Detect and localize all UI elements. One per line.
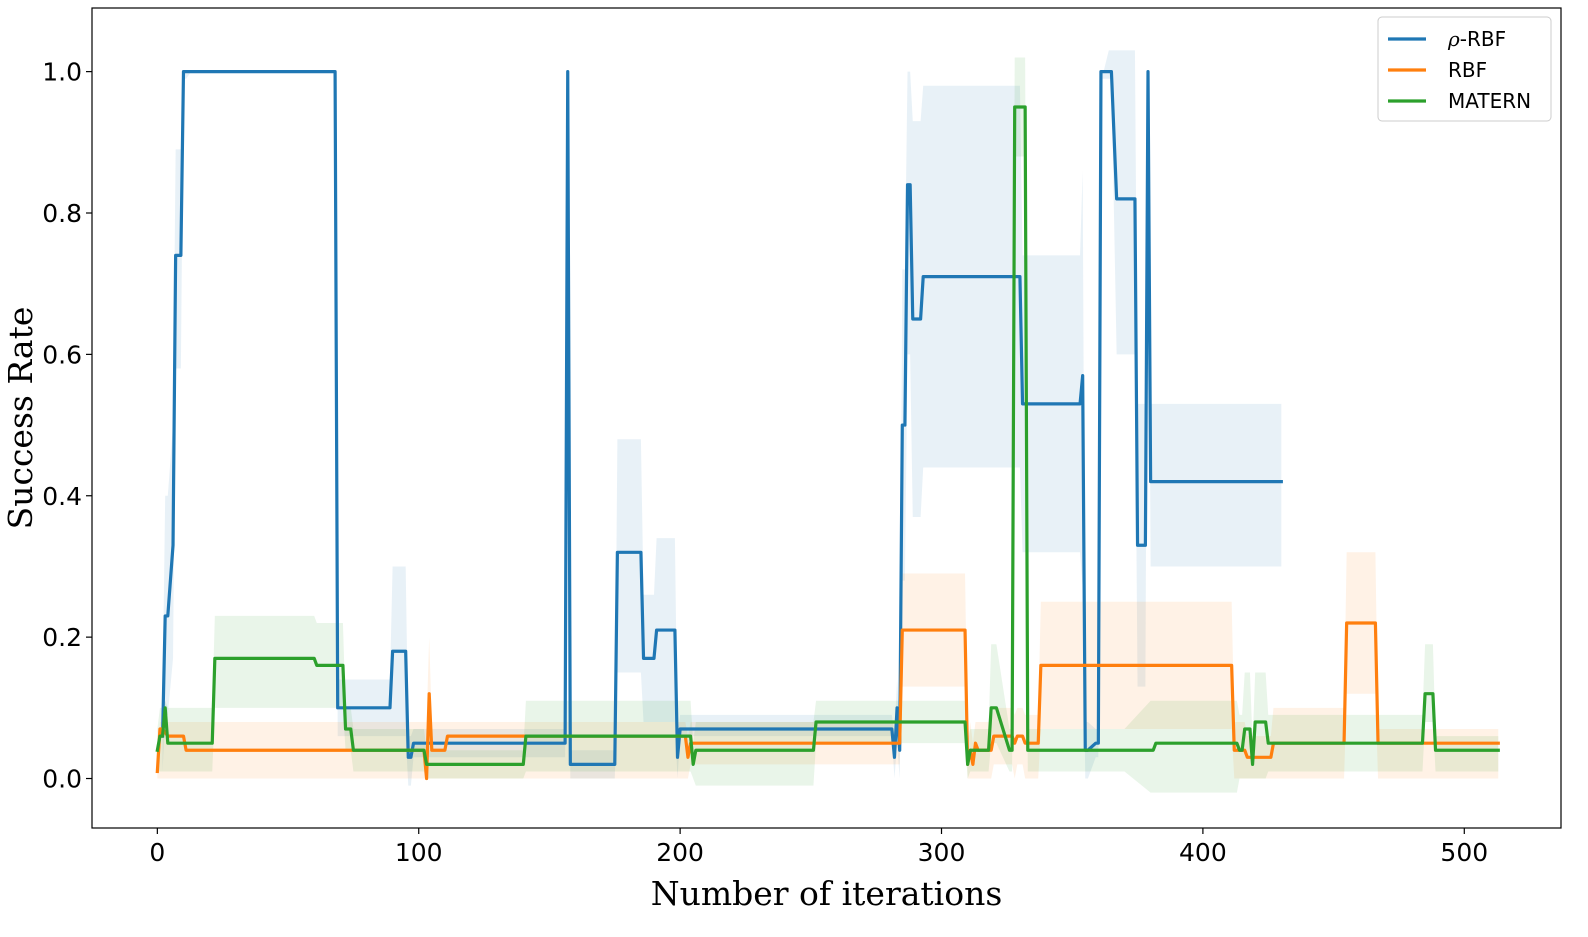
x-tick-label: 400 xyxy=(1179,838,1227,867)
legend-box xyxy=(1377,16,1552,122)
x-tick-label: 200 xyxy=(656,838,704,867)
series-line-rbf xyxy=(160,70,1283,766)
x-axis-title: Number of iterations xyxy=(651,874,1003,913)
y-tick-label: 1.0 xyxy=(42,58,82,87)
legend-label-matern: MATERN xyxy=(1448,89,1531,113)
x-tick-label: 300 xyxy=(918,838,966,867)
legend-label-rbf: ρ-RBF xyxy=(1447,27,1506,51)
series-band-rbf xyxy=(162,50,1282,786)
y-axis-title: Success Rate xyxy=(1,307,40,530)
legend: ρ-RBF RBF MATERN xyxy=(1377,16,1552,122)
y-tick-label: 0.8 xyxy=(42,199,82,228)
plot-area-frame xyxy=(91,7,1562,829)
confidence-bands xyxy=(157,50,1499,793)
x-tick-label: 100 xyxy=(395,838,443,867)
y-axis-ticks: 0.0 0.2 0.4 0.6 0.8 1.0 xyxy=(42,58,92,794)
y-tick-label: 0.4 xyxy=(42,482,82,511)
legend-items: ρ-RBF RBF MATERN xyxy=(1388,27,1531,113)
legend-label-rbf: RBF xyxy=(1448,58,1487,82)
y-tick-label: 0.2 xyxy=(42,623,82,652)
y-tick-label: 0.0 xyxy=(42,765,82,794)
series-band-rbf xyxy=(157,552,1499,779)
x-axis-ticks: 0 100 200 300 400 500 xyxy=(149,828,1488,867)
x-tick-label: 0 xyxy=(149,838,165,867)
series-line-matern xyxy=(155,105,1500,766)
y-tick-label: 0.6 xyxy=(42,340,82,369)
series-band-matern xyxy=(157,57,1499,793)
series-lines xyxy=(155,70,1500,781)
x-tick-label: 500 xyxy=(1440,838,1488,867)
